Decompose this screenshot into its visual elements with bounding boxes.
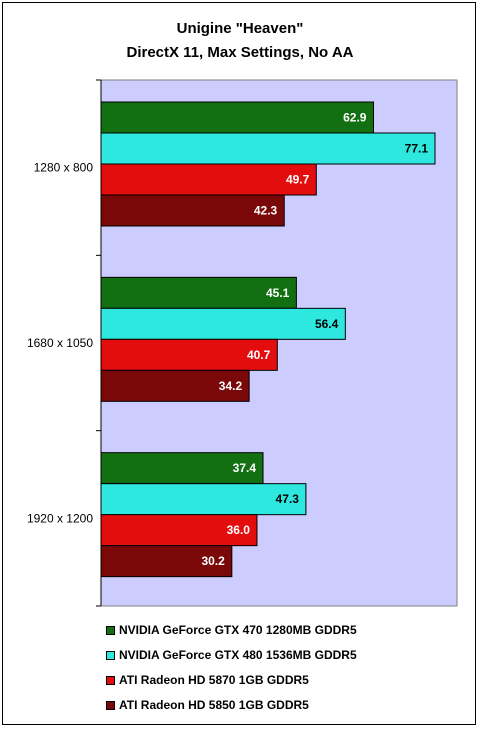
bar-value-label: 37.4 bbox=[233, 461, 257, 475]
bar-value-label: 45.1 bbox=[266, 286, 290, 300]
chart-subtitle: DirectX 11, Max Settings, No AA bbox=[126, 44, 354, 61]
bar bbox=[100, 163, 317, 196]
bar-value-label: 34.2 bbox=[219, 379, 243, 393]
legend-item: NVIDIA GeForce GTX 470 1280MB GDDR5 bbox=[106, 622, 357, 638]
legend-label: NVIDIA GeForce GTX 480 1536MB GDDR5 bbox=[119, 648, 357, 662]
bar bbox=[100, 369, 250, 402]
legend-swatch bbox=[106, 675, 115, 685]
bar-value-label: 56.4 bbox=[315, 317, 339, 331]
bar-value-label: 49.7 bbox=[286, 173, 310, 187]
category-label: 1680 x 1050 bbox=[27, 336, 93, 350]
bar bbox=[100, 338, 278, 371]
bar bbox=[100, 132, 436, 165]
bar bbox=[100, 307, 346, 340]
legend-label: NVIDIA GeForce GTX 470 1280MB GDDR5 bbox=[119, 623, 357, 637]
category-label: 1280 x 800 bbox=[34, 161, 94, 175]
bar bbox=[100, 101, 374, 134]
legend-swatch bbox=[106, 650, 115, 660]
legend-swatch bbox=[106, 625, 115, 635]
bar-value-label: 42.3 bbox=[254, 204, 278, 218]
chart-title: Unigine "Heaven" bbox=[176, 20, 304, 37]
bar-value-label: 47.3 bbox=[276, 492, 300, 506]
bar bbox=[100, 483, 307, 516]
legend-swatch bbox=[106, 700, 115, 710]
bar bbox=[100, 194, 285, 227]
legend-label: ATI Radeon HD 5870 1GB GDDR5 bbox=[119, 673, 309, 687]
legend-item: ATI Radeon HD 5870 1GB GDDR5 bbox=[106, 672, 309, 688]
chart-legend: NVIDIA GeForce GTX 470 1280MB GDDR5 NVIDI… bbox=[100, 615, 435, 725]
legend-label: ATI Radeon HD 5850 1GB GDDR5 bbox=[119, 698, 309, 712]
bar-value-label: 77.1 bbox=[405, 142, 429, 156]
legend-item: NVIDIA GeForce GTX 480 1536MB GDDR5 bbox=[106, 647, 357, 663]
bar bbox=[100, 514, 258, 547]
bar-value-label: 36.0 bbox=[227, 523, 251, 537]
bar-value-label: 62.9 bbox=[343, 111, 367, 125]
bar bbox=[100, 276, 297, 309]
bar bbox=[100, 545, 233, 578]
bar bbox=[100, 452, 264, 485]
category-label: 1920 x 1200 bbox=[27, 511, 93, 525]
bar-value-label: 40.7 bbox=[247, 348, 271, 362]
legend-item: ATI Radeon HD 5850 1GB GDDR5 bbox=[106, 697, 309, 713]
bar-value-label: 30.2 bbox=[201, 554, 225, 568]
